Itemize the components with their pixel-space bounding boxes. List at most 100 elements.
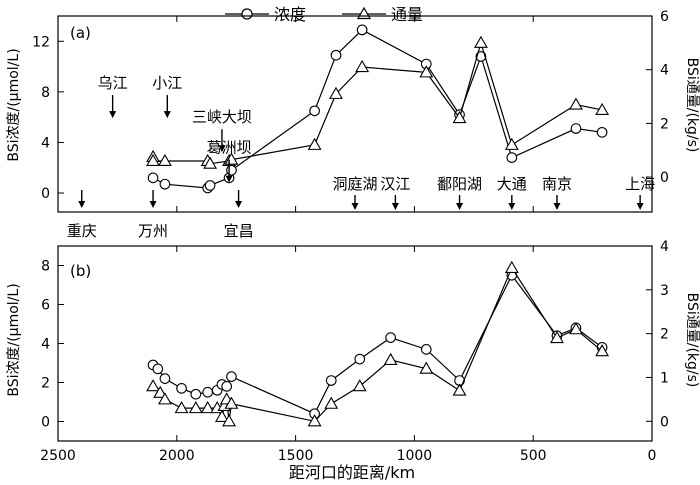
data-point-triangle [595, 102, 610, 116]
y-tick-label-left: 0 [41, 186, 50, 202]
data-point-circle [152, 363, 164, 375]
data-point-circle [506, 152, 518, 163]
data-point-circle [354, 353, 366, 365]
data-point-triangle [595, 344, 610, 357]
y-tick-label-right: 1 [660, 370, 669, 386]
data-point-triangle [452, 110, 467, 124]
data-point-triangle [200, 401, 215, 414]
legend-label-series1: 浓度 [274, 5, 306, 24]
annotation-label: 南京 [542, 175, 572, 193]
data-point-triangle [383, 352, 398, 365]
data-point-triangle [307, 137, 322, 150]
y-tick-label-left: 4 [41, 135, 50, 151]
y-tick-label-right: 4 [660, 63, 669, 79]
x-tick-label: 1500 [278, 448, 314, 464]
panel-a-ylabel-left: BSi浓度/(μmol/L) [6, 48, 22, 161]
data-point-triangle [419, 361, 434, 374]
annotation-label: 小江 [152, 74, 182, 92]
annotation-arrowhead [109, 111, 117, 119]
legend-marker-circle [241, 8, 253, 20]
panel-a-label: (a) [70, 24, 91, 42]
annotation-label: 三峡大坝 [192, 108, 252, 126]
data-point-circle [159, 178, 171, 190]
y-tick-label-left: 6 [41, 298, 50, 314]
data-point-triangle [329, 86, 343, 99]
annotation-arrowhead [636, 203, 644, 210]
y-tick-label-right: 3 [660, 283, 669, 299]
y-tick-label-right: 0 [660, 414, 669, 430]
x-tick-label: 2000 [159, 448, 195, 464]
panel-b-ylabel-left: BSi浓度/(μmol/L) [6, 283, 22, 396]
data-point-triangle [214, 409, 229, 422]
annotation-arrowhead [351, 203, 359, 210]
annotation-label: 汉江 [380, 175, 410, 193]
annotation-label: 葛洲坝 [207, 139, 252, 157]
y-tick-label-right: 2 [660, 327, 669, 343]
annotation-label: 鄱阳湖 [437, 175, 482, 193]
panel-a: (a) BSi浓度/(μmol/L) BSi通量/(kg/s) 0 4 8 12 0 2 4… [6, 9, 700, 240]
panel-b-ylabel-right: BSi通量/(kg/s) [684, 293, 700, 388]
annotation-label: 乌江 [98, 74, 128, 92]
annotation-arrowhead [456, 203, 464, 210]
annotation-label: 上海 [625, 175, 655, 193]
series-line-triangle [152, 266, 603, 422]
data-point-circle [176, 383, 187, 394]
data-point-circle [309, 105, 320, 117]
data-point-circle [596, 126, 608, 138]
x-tick-label: 500 [520, 448, 547, 464]
data-point-triangle [153, 385, 168, 398]
data-point-circle [221, 381, 233, 392]
data-point-triangle [452, 383, 467, 396]
annotation-arrowhead [218, 145, 226, 153]
data-point-circle [475, 51, 487, 62]
annotation-arrowhead [553, 203, 561, 210]
x-tick-label: 1000 [397, 448, 433, 464]
annotation-arrowhead [391, 203, 399, 210]
annotation-label: 万州 [138, 222, 168, 240]
data-point-circle [226, 371, 237, 383]
legend-marker-triangle [356, 6, 372, 20]
legend: 浓度 通量 [225, 5, 423, 24]
annotation-arrowhead [78, 201, 86, 208]
panel-a-ylabel-right: BSi通量/(kg/s) [684, 58, 700, 153]
panel-b-xlabel: 距河口的距离/km [289, 463, 415, 482]
y-tick-label-left: 12 [32, 34, 50, 50]
y-tick-label-right: 0 [660, 170, 669, 186]
data-point-triangle [146, 153, 160, 167]
panel-b-label: (b) [70, 262, 91, 280]
plot-frame [57, 15, 653, 213]
y-tick-label-left: 8 [41, 85, 50, 101]
y-tick-label-left: 0 [41, 415, 50, 431]
data-point-triangle [174, 401, 189, 414]
data-point-triangle [355, 59, 370, 73]
annotation-label: 洞庭湖 [332, 175, 377, 193]
annotation-label: 宜昌 [224, 222, 254, 240]
annotation-arrowhead [508, 203, 516, 210]
data-point-triangle [307, 414, 322, 427]
series-line-triangle [152, 40, 603, 165]
data-point-triangle [550, 330, 564, 344]
y-tick-label-right: 4 [660, 239, 669, 255]
data-point-triangle [224, 396, 239, 409]
data-point-circle [420, 344, 432, 355]
annotation-arrowhead [225, 175, 233, 183]
annotation-label: 重庆 [67, 222, 97, 240]
legend-label-series2: 通量 [391, 5, 423, 24]
data-point-circle [356, 24, 368, 36]
x-tick-label: 0 [648, 448, 657, 464]
data-point-triangle [419, 65, 434, 78]
data-point-triangle [352, 379, 367, 392]
data-point-circle [147, 172, 159, 184]
data-point-circle [204, 180, 216, 191]
annotation-arrowhead [149, 201, 157, 208]
data-point-circle [226, 164, 237, 176]
y-tick-label-left: 2 [41, 376, 50, 392]
data-point-triangle [188, 401, 203, 414]
plot-frame [57, 245, 653, 442]
panel-b: (b) BSi浓度/(μmol/L) BSi通量/(kg/s) 距河口的距离/k… [6, 239, 700, 482]
data-point-triangle [324, 396, 339, 409]
data-point-triangle [222, 414, 237, 427]
data-point-circle [385, 332, 396, 344]
data-point-triangle [157, 153, 172, 167]
data-point-circle [570, 123, 582, 134]
